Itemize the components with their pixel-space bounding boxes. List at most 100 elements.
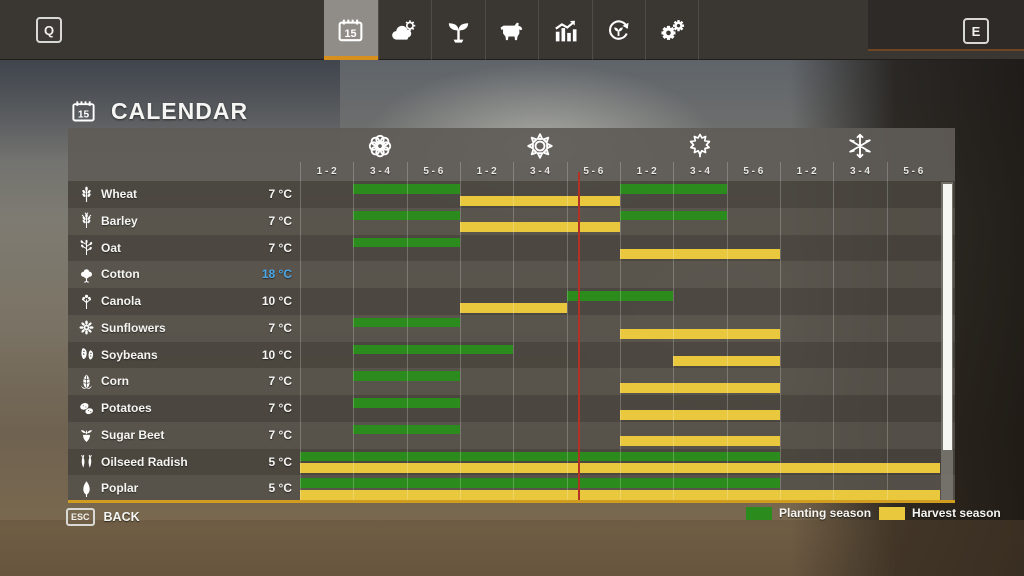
- calendar-icon: 15: [336, 16, 365, 45]
- crop-name: Poplar: [101, 481, 139, 496]
- crop-name: Potatoes: [101, 401, 152, 415]
- harvest-bar: [619, 249, 780, 259]
- crop-row-oilseed-radish: Oilseed Radish 5 °C: [68, 448, 955, 476]
- svg-text:15: 15: [345, 28, 357, 40]
- background-ground: [0, 520, 1024, 576]
- gridline: [619, 162, 621, 500]
- key-hint-esc[interactable]: ESC: [66, 508, 95, 526]
- crop-row-cotton: Cotton 18 °C: [68, 261, 955, 288]
- planting-bar: [353, 184, 460, 194]
- harvest-bar: [619, 329, 780, 340]
- tab-weather[interactable]: [377, 0, 432, 60]
- tab-economy[interactable]: [538, 0, 592, 60]
- crop-name: Soybeans: [101, 347, 158, 362]
- season-header: 1 - 2 3 - 4 5 - 6 1 - 2 3 - 4 5 - 6 1 - 2 3 - 4…: [68, 128, 955, 181]
- crop-germination-temp: 18 °C: [261, 267, 292, 282]
- gridline: [353, 162, 355, 500]
- harvest-bar: [619, 436, 780, 447]
- period-label: 5 - 6: [423, 166, 444, 177]
- gridline: [673, 162, 675, 500]
- planting-bar: [353, 398, 460, 408]
- potato-icon: [78, 400, 95, 417]
- period-label: 3 - 4: [689, 166, 710, 177]
- corn-icon: [78, 373, 95, 390]
- crop-row-canola: Canola 10 °C: [68, 288, 955, 315]
- legend-label: Planting season: [779, 506, 872, 520]
- panel-bottom-border: [68, 500, 955, 503]
- crop-row-potatoes: Potatoes 7 °C: [68, 395, 955, 422]
- planting-bar: [353, 344, 514, 354]
- sugar-beet-icon: [78, 426, 95, 443]
- key-hint-q[interactable]: Q: [36, 17, 62, 43]
- planting-bar: [619, 184, 727, 194]
- planting-bar: [353, 424, 460, 435]
- tab-calendar[interactable]: 15: [324, 0, 378, 60]
- harvest-bar: [300, 489, 940, 500]
- page-title: CALENDAR: [111, 97, 249, 124]
- crop-name: Sunflowers: [101, 320, 166, 335]
- harvest-bar: [459, 195, 620, 206]
- harvest-bar: [619, 409, 780, 420]
- tab-rotation[interactable]: [591, 0, 646, 60]
- crop-name: Cotton: [101, 267, 140, 282]
- gridline: [726, 162, 728, 500]
- crop-row-poplar: Poplar 5 °C: [68, 475, 955, 502]
- sprout-icon: [444, 16, 473, 45]
- crop-row-barley: Barley 7 °C: [68, 207, 955, 235]
- harvest-bar: [300, 463, 940, 473]
- tab-settings[interactable]: [645, 0, 699, 60]
- scrollbar[interactable]: [941, 182, 953, 500]
- period-label: 3 - 4: [849, 166, 870, 177]
- calendar-icon: 15: [70, 98, 97, 125]
- crop-name: Corn: [101, 374, 129, 389]
- crop-name: Barley: [101, 213, 138, 228]
- weather-icon: [390, 16, 419, 45]
- period-label: 1 - 2: [316, 166, 337, 177]
- crop-row-sugar-beet: Sugar Beet 7 °C: [68, 421, 955, 449]
- planting-bar: [300, 478, 780, 488]
- menu-tab-bar: 15: [324, 0, 699, 60]
- crop-row-wheat: Wheat 7 °C: [68, 181, 955, 208]
- stats-icon: [551, 16, 580, 45]
- crop-germination-temp: 5 °C: [268, 481, 292, 496]
- legend-item: Planting season: [746, 506, 871, 520]
- planting-bar: [353, 317, 460, 328]
- gridline: [300, 162, 301, 500]
- planting-bar: [566, 291, 674, 301]
- legend: Planting season Harvest season: [738, 506, 1001, 520]
- gridline: [459, 162, 461, 500]
- crop-germination-temp: 7 °C: [268, 213, 292, 228]
- crop-name: Canola: [101, 294, 142, 308]
- top-bar: Q 15 E: [0, 0, 1024, 60]
- back-hint[interactable]: ESC BACK: [66, 508, 140, 526]
- crop-germination-temp: 7 °C: [268, 401, 292, 415]
- period-label: 3 - 4: [369, 166, 390, 177]
- oat-icon: [78, 239, 95, 256]
- tab-animals[interactable]: [484, 0, 539, 60]
- legend-swatch: [879, 506, 906, 520]
- harvest-bar: [459, 302, 567, 313]
- tab-crops[interactable]: [431, 0, 485, 60]
- gridline: [779, 162, 781, 500]
- period-label: 1 - 2: [476, 166, 497, 177]
- planting-bar: [353, 371, 460, 381]
- crop-name: Sugar Beet: [101, 427, 165, 442]
- gridline: [406, 162, 408, 500]
- crop-germination-temp: 7 °C: [268, 427, 292, 442]
- scrollbar-thumb[interactable]: [942, 183, 952, 450]
- wheat-icon: [78, 186, 95, 203]
- gridline: [886, 162, 888, 500]
- planting-bar: [300, 451, 780, 461]
- period-label: 1 - 2: [636, 166, 657, 177]
- crop-name: Oat: [101, 240, 122, 255]
- crop-germination-temp: 7 °C: [268, 240, 292, 255]
- crop-row-sunflowers: Sunflowers 7 °C: [68, 314, 955, 342]
- cow-icon: [497, 16, 526, 45]
- crop-row-soybeans: Soybeans 10 °C: [68, 341, 955, 369]
- gridline: [566, 162, 568, 500]
- crop-name: Wheat: [101, 187, 137, 201]
- crop-germination-temp: 10 °C: [261, 294, 292, 308]
- key-hint-e[interactable]: E: [963, 18, 989, 44]
- harvest-bar: [459, 222, 620, 233]
